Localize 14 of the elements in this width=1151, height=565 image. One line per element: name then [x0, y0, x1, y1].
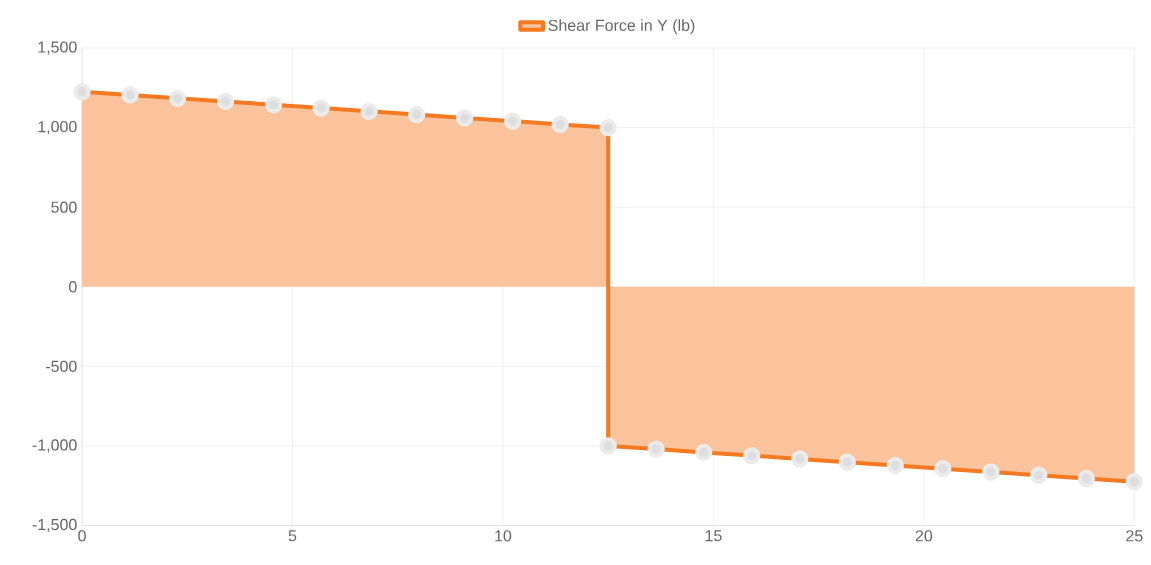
x-tick-label: 20: [915, 529, 933, 542]
y-tick-label: 500: [51, 201, 77, 213]
x-tick-label: 10: [495, 529, 512, 542]
x-tick-label: 5: [288, 529, 297, 542]
y-tick-label: -500: [46, 360, 77, 372]
y-tick-label: -1,500: [32, 518, 77, 532]
legend-label: Shear Force in Y (lb): [548, 19, 695, 34]
y-tick-label: 0: [69, 280, 77, 293]
x-tick-label: 15: [705, 529, 722, 542]
y-tick-label: 1,500: [38, 41, 77, 55]
y-tick-label: -1,000: [32, 439, 77, 453]
x-tick-label: 25: [1126, 529, 1143, 542]
y-tick-label: 1,000: [38, 120, 77, 134]
x-tick-label: 0: [78, 529, 86, 542]
